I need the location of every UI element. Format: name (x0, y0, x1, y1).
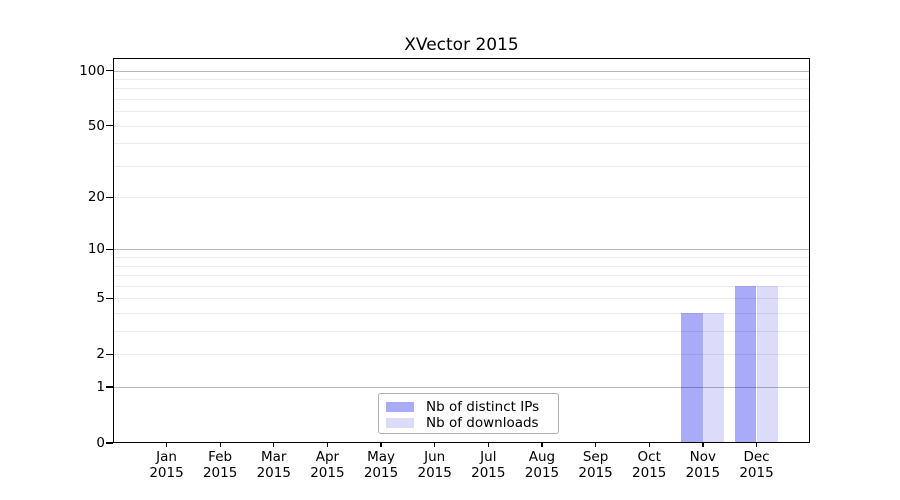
gridline-minor-7 (113, 275, 810, 277)
x-label-year: 2015 (685, 464, 721, 481)
x-tick-mark-may (380, 443, 382, 447)
x-tick-mark-jul (487, 443, 489, 447)
x-tick-mark-nov (702, 443, 704, 447)
x-tick-label-may: May 2015 (341, 449, 421, 481)
gridline-minor-8 (113, 265, 810, 267)
plot-area (113, 58, 810, 443)
legend: Nb of distinct IPs Nb of downloads (378, 393, 559, 434)
x-tick-label-feb: Feb 2015 (180, 449, 260, 481)
x-label-month: Jul (480, 449, 497, 465)
legend-label-downloads: Nb of downloads (426, 415, 539, 431)
x-label-month: Mar (261, 449, 287, 465)
x-tick-label-apr: Apr 2015 (287, 449, 367, 481)
x-tick-label-jul: Jul 2015 (448, 449, 528, 481)
gridline-minor-2 (113, 354, 810, 356)
gridline-major-1 (113, 387, 810, 389)
legend-label-distinct-ips: Nb of distinct IPs (426, 399, 540, 415)
gridline-minor-6 (113, 285, 810, 287)
x-label-year: 2015 (363, 464, 399, 481)
y-tick-label-20: 20 (87, 189, 105, 206)
x-label-month: Jun (424, 449, 446, 465)
x-label-year: 2015 (471, 464, 506, 481)
x-label-year: 2015 (310, 464, 345, 481)
bar-nov-downloads (702, 313, 725, 443)
y-tick-label-10: 10 (87, 241, 105, 258)
gridline-minor-3 (113, 331, 810, 333)
x-tick-mark-aug (541, 443, 543, 447)
x-tick-mark-feb (219, 443, 221, 447)
x-label-month: Apr (315, 449, 340, 465)
x-label-year: 2015 (739, 464, 774, 481)
y-tick-mark-50 (106, 125, 113, 127)
legend-row-distinct-ips: Nb of distinct IPs (386, 399, 549, 415)
x-tick-mark-apr (326, 443, 329, 447)
y-tick-mark-5 (106, 297, 113, 300)
chart-title: XVector 2015 (404, 35, 519, 55)
x-label-year: 2015 (417, 464, 452, 481)
x-tick-label-jun: Jun 2015 (395, 449, 475, 481)
bar-dec-ips (734, 285, 757, 443)
y-tick-mark-100 (106, 69, 113, 72)
gridline-minor-5 (113, 298, 810, 300)
gridline-minor-90 (113, 78, 810, 80)
gridline-minor-70 (113, 98, 810, 100)
gridline-major-100 (113, 70, 810, 72)
x-label-year: 2015 (256, 464, 291, 481)
x-label-year: 2015 (149, 464, 184, 481)
x-tick-label-jan: Jan 2015 (127, 449, 207, 481)
x-label-year: 2015 (632, 464, 667, 481)
x-label-month: Oct (637, 449, 661, 465)
x-tick-label-oct: Oct 2015 (609, 449, 689, 481)
x-label-year: 2015 (202, 464, 238, 481)
gridline-minor-40 (113, 143, 810, 145)
y-tick-label-1: 1 (96, 379, 105, 396)
gridline-minor-50 (113, 125, 810, 127)
y-tick-label-2: 2 (96, 346, 105, 363)
x-tick-label-aug: Aug 2015 (502, 449, 582, 481)
y-tick-mark-10 (106, 248, 113, 251)
x-label-month: Jan (156, 449, 177, 465)
x-label-month: Feb (208, 449, 233, 465)
x-tick-mark-jan (165, 443, 168, 447)
x-tick-label-sep: Sep 2015 (556, 449, 636, 481)
gridline-minor-20 (113, 197, 810, 199)
gridline-minor-4 (113, 313, 810, 315)
bar-nov-ips (681, 313, 703, 443)
legend-swatch-distinct-ips (386, 402, 414, 412)
y-tick-label-100: 100 (79, 62, 105, 79)
x-tick-mark-mar (273, 443, 275, 447)
legend-row-downloads: Nb of downloads (386, 415, 549, 431)
x-label-month: Aug (528, 449, 556, 465)
y-tick-mark-20 (106, 196, 113, 198)
grid-layer (113, 58, 810, 443)
gridline-minor-30 (113, 165, 810, 167)
legend-swatch-downloads (386, 418, 414, 428)
y-tick-mark-2 (106, 353, 113, 356)
x-label-month: May (367, 449, 395, 465)
gridline-minor-60 (113, 111, 810, 113)
x-label-month: Sep (582, 449, 609, 465)
bars-layer (113, 58, 810, 443)
x-tick-mark-dec (755, 443, 758, 447)
x-label-year: 2015 (524, 464, 560, 481)
x-tick-mark-oct (648, 443, 650, 447)
x-label-month: Dec (743, 449, 770, 465)
y-tick-label-0: 0 (96, 435, 105, 451)
x-label-year: 2015 (578, 464, 613, 481)
x-label-month: Nov (689, 449, 717, 465)
gridline-minor-9 (113, 257, 810, 259)
y-tick-label-50: 50 (87, 117, 105, 134)
x-tick-mark-jun (434, 443, 436, 447)
y-tick-mark-0 (106, 442, 113, 444)
y-tick-label-5: 5 (96, 290, 105, 307)
gridline-minor-80 (113, 88, 810, 90)
gridline-major-10 (113, 249, 810, 251)
x-tick-label-mar: Mar 2015 (234, 449, 314, 481)
x-tick-label-nov: Nov 2015 (663, 449, 743, 481)
y-tick-mark-1 (106, 386, 113, 388)
bar-dec-downloads (756, 285, 779, 443)
x-tick-label-dec: Dec 2015 (717, 449, 797, 481)
x-tick-mark-sep (594, 443, 597, 447)
